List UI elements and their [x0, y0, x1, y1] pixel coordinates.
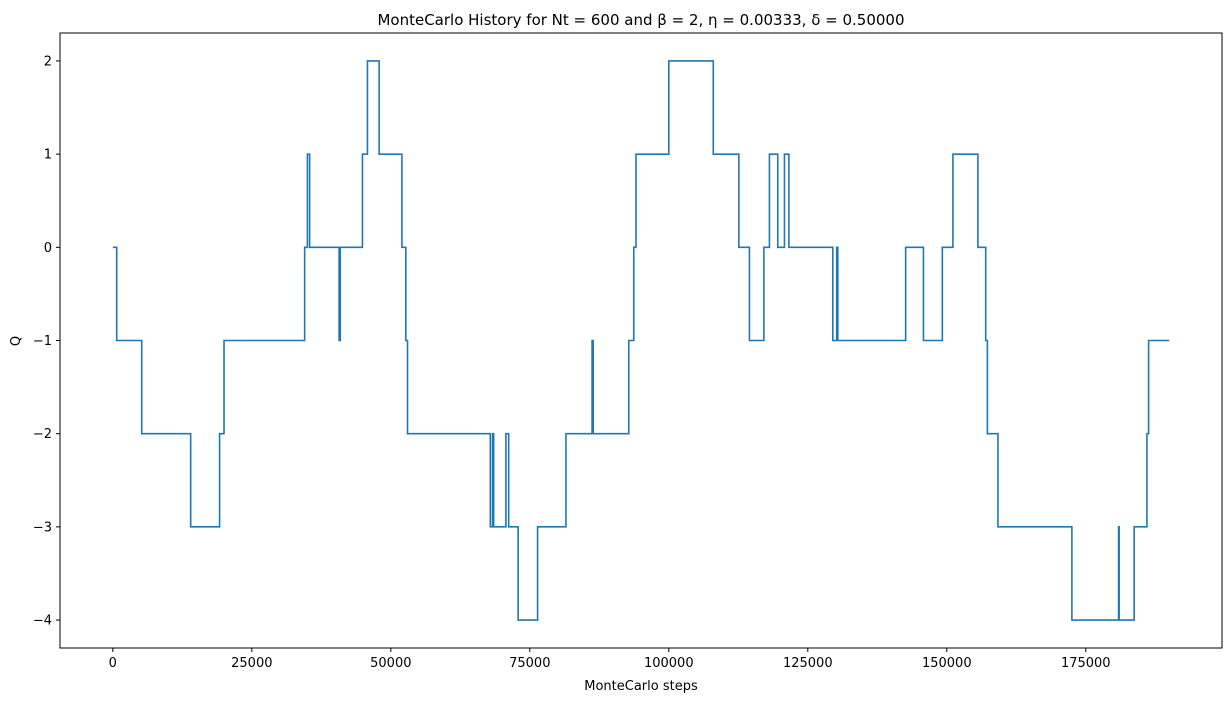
- y-axis-ticks: 2 1 0 −1 −2 −3 −4: [33, 54, 60, 629]
- x-axis-ticks: 0 25000 50000 75000 100000 125000 150000 175000: [109, 648, 1111, 671]
- y-tick-label: 2: [44, 54, 52, 69]
- x-tick-label: 0: [109, 656, 117, 671]
- y-axis-label: Q: [9, 336, 24, 346]
- x-tick-label: 175000: [1061, 656, 1111, 671]
- x-tick-label: 25000: [231, 656, 272, 671]
- x-tick-label: 125000: [783, 656, 833, 671]
- y-tick-label: −2: [33, 427, 52, 442]
- y-tick-label: 1: [44, 148, 52, 163]
- y-tick-label: −4: [33, 614, 52, 629]
- x-axis-label: MonteCarlo steps: [584, 679, 698, 694]
- series-line: [112, 60, 1170, 621]
- x-tick-label: 150000: [922, 656, 972, 671]
- chart-title: MonteCarlo History for Nt = 600 and β = …: [377, 11, 904, 29]
- x-tick-label: 100000: [644, 656, 694, 671]
- x-tick-label: 75000: [509, 656, 550, 671]
- y-tick-label: 0: [44, 241, 52, 256]
- y-tick-label: −3: [33, 520, 52, 535]
- x-tick-label: 50000: [370, 656, 411, 671]
- y-tick-label: −1: [33, 334, 52, 349]
